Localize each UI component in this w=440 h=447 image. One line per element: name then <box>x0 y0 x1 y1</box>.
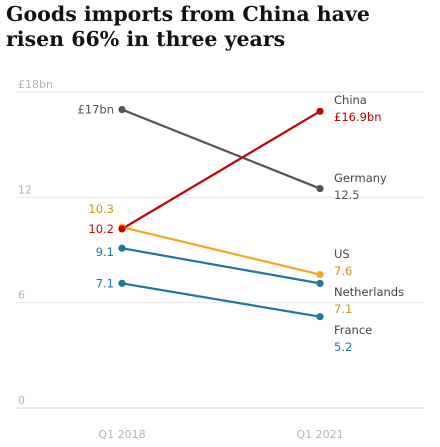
series-line-us <box>120 226 322 276</box>
series-line-france <box>120 282 322 318</box>
y-tick-label: £18bn <box>18 78 53 91</box>
series-name-us: US <box>334 247 350 261</box>
start-label-germany: £17bn <box>77 103 114 117</box>
series-line-china <box>120 110 322 231</box>
series-name-netherlands: Netherlands <box>334 285 404 299</box>
point-china-end <box>316 107 324 115</box>
point-us-end <box>316 270 324 279</box>
x-tick-label: Q1 2018 <box>98 428 145 441</box>
y-tick-label: 12 <box>18 183 32 196</box>
point-germany-start <box>118 105 126 114</box>
end-label-netherlands: 7.1 <box>334 302 352 316</box>
end-label-germany: 12.5 <box>334 188 360 202</box>
series-line-netherlands <box>120 247 322 285</box>
chart-title: Goods imports from China have risen 66% … <box>6 2 370 51</box>
point-france-end <box>316 313 324 321</box>
y-tick-label: 6 <box>18 289 25 302</box>
end-label-us: 7.6 <box>334 264 352 278</box>
point-netherlands-start <box>118 244 126 252</box>
series-line-germany <box>120 108 322 190</box>
start-label-us: 10.3 <box>88 202 114 216</box>
start-label-netherlands: 9.1 <box>96 245 114 259</box>
y-tick-label: 0 <box>18 394 25 407</box>
series-name-germany: Germany <box>334 171 387 185</box>
end-label-china: £16.9bn <box>334 110 382 124</box>
x-tick-label: Q1 2021 <box>296 428 343 441</box>
point-china-start <box>118 225 126 233</box>
series-name-france: France <box>334 323 372 337</box>
point-germany-end <box>316 184 324 193</box>
point-france-start <box>118 279 126 287</box>
start-label-france: 7.1 <box>96 276 114 290</box>
point-netherlands-end <box>316 279 324 287</box>
start-label-china: 10.2 <box>88 222 114 236</box>
series-name-china: China <box>334 93 367 107</box>
end-label-france: 5.2 <box>334 340 352 354</box>
